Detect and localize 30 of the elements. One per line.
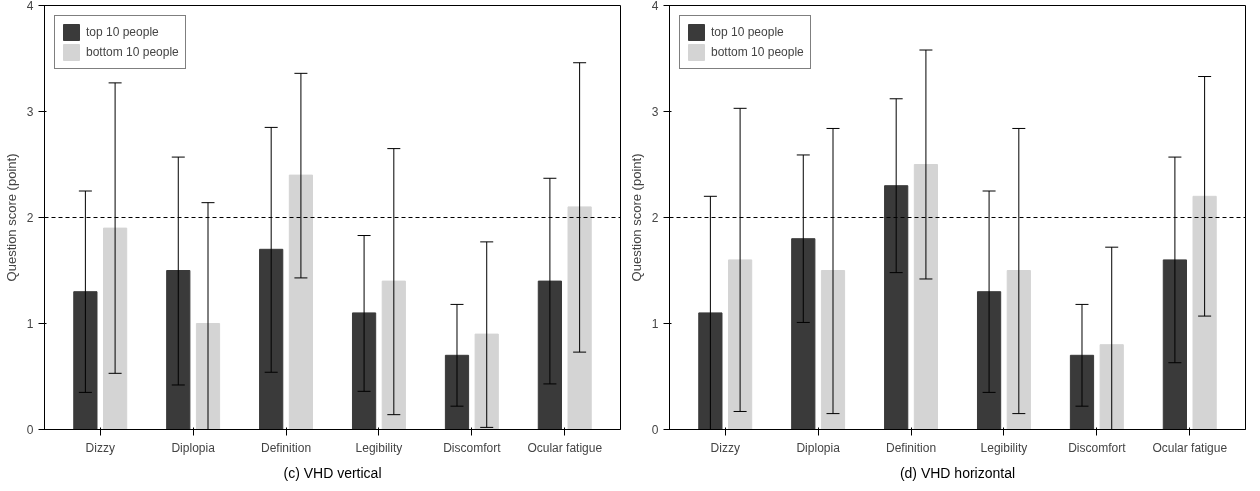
y-tick-label: 4	[26, 0, 34, 13]
x-tick-label: Ocular fatigue	[1152, 440, 1228, 455]
x-tick-label: Legibility	[980, 440, 1028, 455]
legend-label: top 10 people	[711, 25, 784, 39]
y-tick-label: 1	[26, 317, 34, 331]
x-tick-label: Diplopia	[171, 440, 216, 455]
y-tick-label: 3	[651, 105, 659, 119]
x-tick-label: Definition	[261, 440, 312, 455]
text: (c) VHD vertical	[283, 464, 382, 481]
y-tick-label: 3	[26, 105, 34, 119]
legend-label: bottom 10 people	[711, 45, 804, 59]
x-tick-label: Legibility	[355, 440, 403, 455]
x-tick-label: Diplopia	[796, 440, 841, 455]
y-axis-title: Question score (point)	[628, 153, 644, 282]
x-tick-label: Ocular fatigue	[527, 440, 603, 455]
x-tick-label: Dizzy	[85, 440, 115, 455]
legend-label: bottom 10 people	[86, 45, 179, 59]
y-tick-label: 0	[651, 423, 659, 437]
text: (d) VHD horizontal	[899, 464, 1016, 481]
y-tick-label: 2	[26, 211, 34, 225]
y-axis-title: Question score (point)	[3, 153, 19, 282]
x-tick-label: Discomfort	[1068, 440, 1127, 455]
y-tick-label: 4	[651, 0, 659, 13]
y-tick-label: 0	[26, 423, 34, 437]
x-tick-label: Discomfort	[443, 440, 502, 455]
x-tick-label: Dizzy	[710, 440, 740, 455]
legend-label: top 10 people	[86, 25, 159, 39]
x-tick-label: Definition	[886, 440, 937, 455]
y-tick-label: 2	[651, 211, 659, 225]
y-tick-label: 1	[651, 317, 659, 331]
